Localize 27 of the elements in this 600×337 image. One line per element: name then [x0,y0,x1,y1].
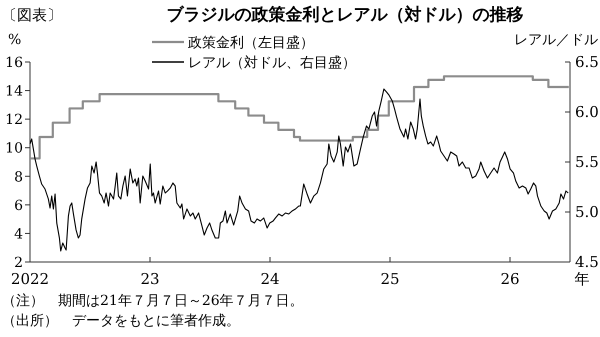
y2-tick-label: 6.0 [575,103,599,121]
legend-label: 政策金利（左目盛） [188,35,314,51]
y2-tick-label: 6.5 [575,53,599,71]
x-tick-label: 25 [380,270,400,288]
x-axis-title: 年 [574,270,590,288]
y-tick-label: 2 [14,255,23,271]
text: （注） 期間は21年７月７日～26年７月７日。 [2,293,304,309]
chart-subtitle: 〔図表〕 [2,6,62,24]
y-tick-label: 14 [5,84,24,100]
chart-title: ブラジルの政策金利とレアル（対ドル）の推移 [166,5,524,25]
y-tick-label: 10 [5,140,23,157]
x-tick-label: 23 [140,270,160,288]
text: （出所） データをもとに筆者作成。 [2,313,240,329]
y-tick-label: 8 [14,169,23,186]
legend-label: レアル（対ドル、右目盛） [188,55,356,71]
y2-axis-title: レアル／ドル [514,32,598,48]
y-tick-label: 16 [5,55,24,71]
x-tick-label: 26 [500,270,520,288]
y-axis-title: % [8,32,22,48]
y-tick-label: 4 [14,226,24,242]
y2-tick-label: 4.5 [575,253,599,271]
y-tick-label: 12 [5,112,23,128]
y-tick-label: 6 [14,198,24,214]
y2-tick-label: 5.5 [575,153,599,171]
y2-tick-label: 5.0 [575,203,599,221]
x-tick-label: 2022 [10,270,50,288]
x-tick-label: 24 [260,270,280,288]
